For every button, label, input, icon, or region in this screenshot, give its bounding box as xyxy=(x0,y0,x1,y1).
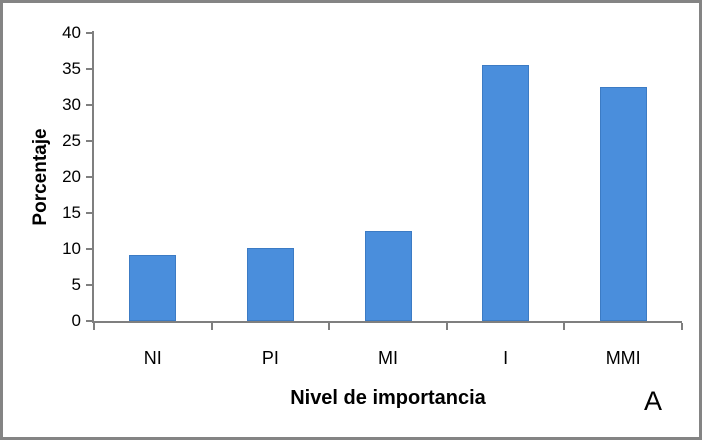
y-tick-label: 20 xyxy=(62,167,81,186)
x-tick-label-NI: NI xyxy=(143,348,162,368)
y-axis-tick xyxy=(86,320,93,322)
y-axis-tick xyxy=(86,104,93,106)
panel-letter: A xyxy=(643,386,662,416)
bar-PI xyxy=(246,247,294,321)
y-axis-tick xyxy=(86,32,93,34)
x-axis-tick xyxy=(563,323,566,330)
y-axis-tick xyxy=(86,176,93,178)
y-axis-line xyxy=(92,31,94,323)
y-axis-tick xyxy=(86,68,93,70)
x-tick-label-I: I xyxy=(503,348,509,368)
x-axis-tick xyxy=(210,323,213,330)
x-axis-tick xyxy=(445,323,448,330)
bar-I xyxy=(482,65,530,321)
y-tick-label: 35 xyxy=(62,59,81,78)
y-tick-label: 10 xyxy=(62,239,81,258)
x-tick-label-PI: PI xyxy=(261,348,279,368)
x-axis-tick xyxy=(93,323,95,330)
y-tick-label: 0 xyxy=(71,311,81,330)
x-axis-title: Nivel de importancia xyxy=(290,387,486,409)
y-tick-label: 25 xyxy=(62,131,81,150)
x-tick-label-MI: MI xyxy=(377,348,398,368)
y-tick-label: 30 xyxy=(62,95,81,114)
x-tick-label-MMI: MMI xyxy=(605,348,641,368)
y-axis-tick xyxy=(86,212,93,214)
x-axis-tick xyxy=(328,323,331,330)
bar-MMI xyxy=(599,87,647,321)
y-axis-tick xyxy=(86,248,93,250)
x-axis-line xyxy=(92,321,682,323)
y-tick-label: 5 xyxy=(71,275,81,294)
bar-MI xyxy=(364,231,412,321)
y-axis-tick xyxy=(86,140,93,142)
y-axis-tick xyxy=(86,284,93,286)
y-tick-label: 15 xyxy=(62,203,81,222)
x-axis-tick xyxy=(681,323,683,330)
y-tick-label: 40 xyxy=(62,23,81,42)
bar-NI xyxy=(129,254,177,321)
